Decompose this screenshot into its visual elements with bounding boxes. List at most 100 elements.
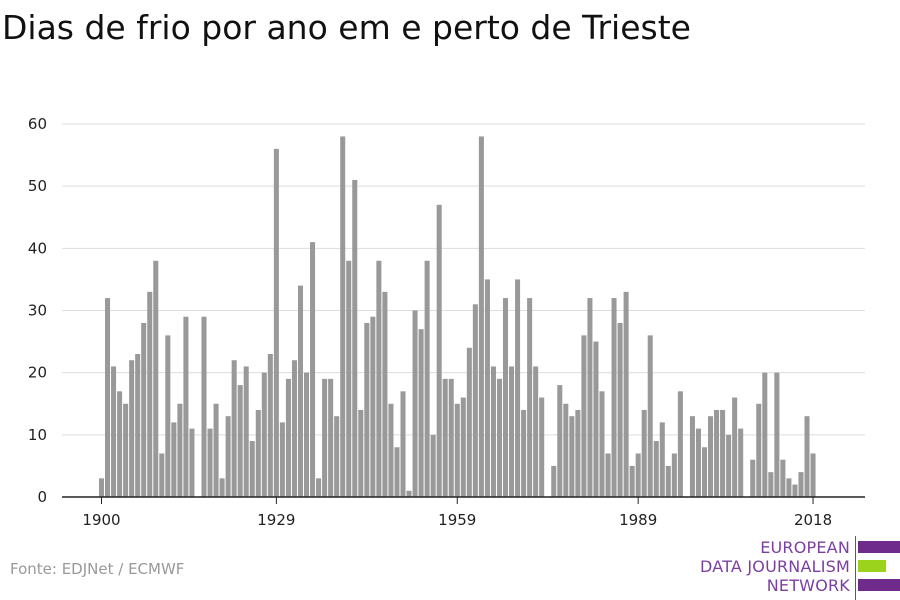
bar-1995 (671, 453, 677, 497)
bar-1994 (665, 465, 671, 497)
bar-1922 (231, 360, 237, 497)
bar-2016 (798, 472, 804, 497)
bar-1919 (213, 403, 219, 497)
bar-1951 (406, 490, 412, 497)
x-axis-tick-labels: 1900 1929 1959 1989 2018 (82, 511, 832, 529)
bar-1930 (279, 422, 285, 497)
bar-1938 (328, 378, 334, 497)
logo-text-line-1: EUROPEAN (760, 538, 850, 557)
bar-1918 (207, 428, 213, 497)
y-tick-label: 20 (28, 364, 47, 382)
bar-1928 (267, 354, 273, 497)
bar-2002 (714, 409, 720, 497)
bar-1933 (297, 285, 304, 497)
source-note: Fonte: EDJNet / ECMWF (10, 560, 185, 578)
bar-1952 (412, 310, 418, 497)
bar-1943 (358, 409, 364, 497)
x-tick-label: 1929 (257, 511, 295, 529)
bar-1965 (490, 366, 496, 497)
bar-1981 (587, 298, 593, 497)
bar-1973 (539, 397, 545, 497)
y-tick-label: 50 (28, 177, 47, 195)
bar-1999 (695, 428, 701, 497)
bar-1972 (533, 366, 539, 497)
y-axis-tick-labels: 0 10 20 30 40 50 60 (28, 115, 47, 506)
bar-1986 (617, 322, 623, 497)
edjnet-logo[interactable]: EUROPEAN DATA JOURNALISM NETWORK (700, 536, 900, 600)
logo-bar-bottom (858, 579, 900, 591)
bar-1912 (171, 422, 177, 497)
bar-1982 (593, 341, 599, 497)
bar-1945 (370, 316, 376, 497)
bar-1927 (261, 372, 267, 497)
bar-1909 (153, 260, 159, 497)
bar-1950 (400, 391, 406, 497)
x-tick-label: 1959 (438, 511, 476, 529)
bar-1910 (159, 453, 165, 497)
bar-2015 (792, 484, 798, 497)
y-tick-label: 30 (28, 302, 47, 320)
bar-2003 (720, 409, 726, 497)
bar-1936 (316, 478, 322, 497)
bar-1961 (466, 347, 472, 497)
bar-1998 (689, 416, 695, 497)
bar-2001 (708, 416, 714, 497)
bar-1987 (623, 291, 629, 497)
x-tick-label: 1900 (82, 511, 120, 529)
bar-1990 (641, 409, 647, 497)
bar-1970 (521, 409, 527, 497)
y-tick-label: 40 (28, 239, 47, 257)
bar-1905 (129, 360, 135, 497)
bar-1917 (201, 316, 207, 497)
bar-1988 (629, 465, 635, 497)
gridlines (62, 123, 865, 436)
bar-1979 (575, 409, 581, 497)
bar-1968 (509, 366, 515, 497)
bar-2018 (810, 453, 816, 497)
bar-1947 (382, 291, 388, 497)
bar-1908 (147, 291, 153, 497)
y-tick-label: 10 (28, 426, 47, 444)
bar-1967 (502, 298, 509, 497)
bar-2011 (768, 472, 774, 497)
bar-1983 (599, 391, 605, 497)
bar-1984 (605, 453, 611, 497)
bar-1926 (255, 409, 261, 497)
bar-1940 (340, 136, 346, 497)
bar-1929 (273, 148, 279, 497)
bar-1949 (394, 447, 400, 497)
bar-1914 (183, 316, 189, 497)
chart-title: Dias de frio por ano em e perto de Tries… (2, 8, 691, 47)
bar-1969 (515, 279, 521, 497)
bar-1966 (496, 378, 502, 497)
bar-1902 (111, 366, 117, 497)
x-tick-label: 1989 (619, 511, 657, 529)
logo-divider (855, 536, 856, 600)
bar-1934 (304, 372, 310, 497)
logo-text-line-3: NETWORK (766, 576, 850, 595)
bar-1959 (454, 403, 460, 497)
bar-1977 (563, 403, 569, 497)
bars (98, 136, 816, 498)
bar-1953 (418, 329, 424, 497)
bar-1956 (436, 204, 442, 498)
bar-2010 (762, 372, 768, 497)
bar-1915 (189, 428, 195, 497)
x-axis (62, 496, 865, 504)
bar-1957 (442, 378, 448, 497)
bar-1955 (430, 434, 436, 497)
bar-1904 (123, 403, 129, 497)
bar-2008 (750, 459, 756, 497)
bar-1935 (310, 242, 316, 497)
bar-2014 (786, 478, 792, 497)
bar-1901 (105, 298, 111, 497)
logo-bar-top (858, 541, 900, 553)
bar-1964 (484, 279, 490, 497)
bar-1932 (291, 360, 297, 497)
bar-2000 (701, 447, 708, 497)
bar-1939 (334, 416, 340, 497)
bar-1942 (352, 179, 358, 497)
bar-1925 (249, 441, 255, 497)
bar-1906 (135, 354, 141, 497)
